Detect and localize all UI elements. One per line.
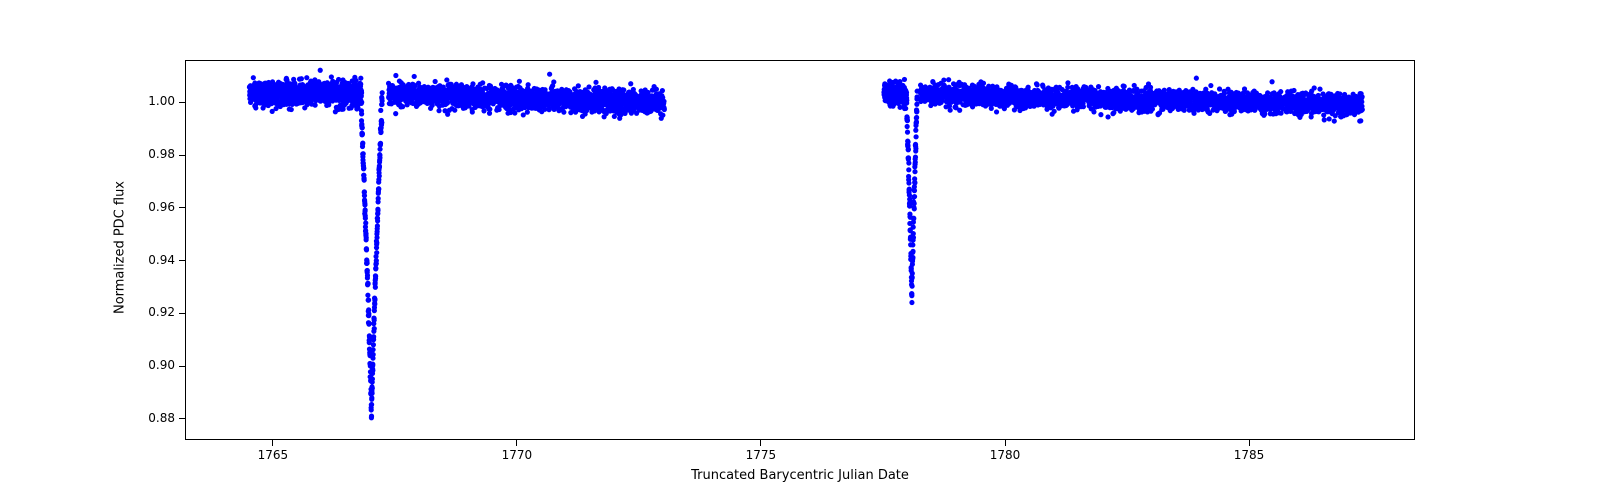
y-tick-label: 0.88 <box>148 411 175 425</box>
y-tick-label: 0.90 <box>148 358 175 372</box>
x-tick <box>1005 440 1006 446</box>
y-tick-label: 1.00 <box>148 94 175 108</box>
figure: Normalized PDC flux Truncated Barycentri… <box>0 0 1600 500</box>
x-tick-label: 1775 <box>741 448 781 462</box>
y-tick <box>179 155 185 156</box>
scatter-canvas <box>186 61 1416 441</box>
y-tick <box>179 260 185 261</box>
y-tick <box>179 102 185 103</box>
y-tick <box>179 207 185 208</box>
x-tick-label: 1770 <box>497 448 537 462</box>
x-tick <box>760 440 761 446</box>
y-tick-label: 0.94 <box>148 253 175 267</box>
y-axis-label: Normalized PDC flux <box>113 148 128 348</box>
x-tick-label: 1785 <box>1229 448 1269 462</box>
x-tick <box>516 440 517 446</box>
y-tick <box>179 366 185 367</box>
x-tick-label: 1765 <box>253 448 293 462</box>
y-tick <box>179 418 185 419</box>
x-axis-label: Truncated Barycentric Julian Date <box>185 468 1415 483</box>
y-tick <box>179 313 185 314</box>
y-tick-label: 0.98 <box>148 147 175 161</box>
y-tick-label: 0.92 <box>148 305 175 319</box>
x-tick <box>1249 440 1250 446</box>
x-tick <box>272 440 273 446</box>
plot-axes <box>185 60 1415 440</box>
x-tick-label: 1780 <box>985 448 1025 462</box>
y-tick-label: 0.96 <box>148 200 175 214</box>
